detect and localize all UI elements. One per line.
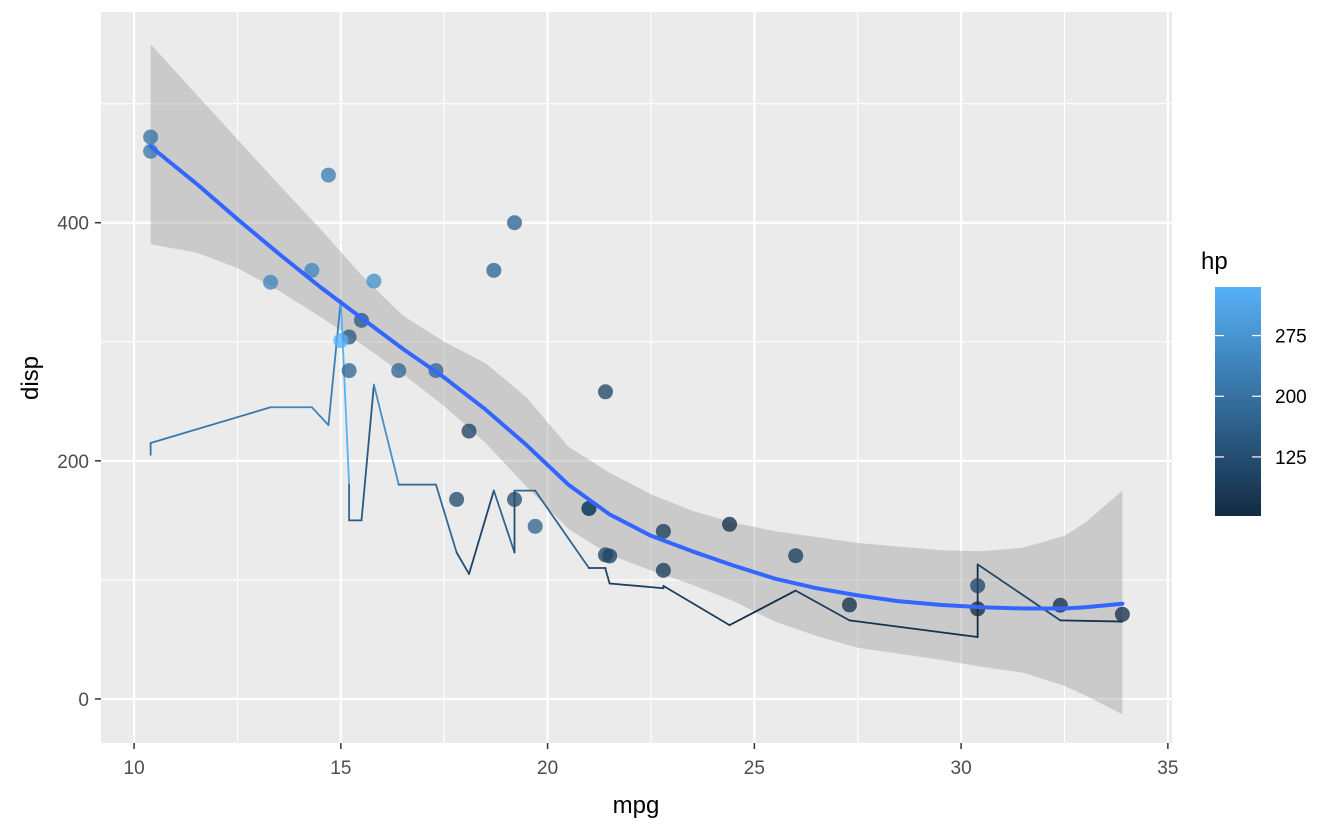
- y-axis: 0 200 400: [57, 214, 101, 711]
- y-tick-label: 200: [57, 452, 89, 473]
- plot-panel: [101, 12, 1172, 743]
- confidence-band-layer: [150, 44, 1123, 715]
- x-axis: 10 15 20 25 30 35: [124, 743, 1178, 779]
- data-point: [341, 363, 357, 379]
- hp-line-segment: [149, 406, 272, 444]
- hp-line-segment: [534, 489, 590, 569]
- hp-line-segment: [608, 582, 665, 590]
- data-point: [1114, 606, 1130, 622]
- legend-tick-label: 275: [1275, 327, 1307, 348]
- x-tick-label: 30: [951, 758, 972, 779]
- legend-colorbar: [1215, 287, 1261, 516]
- data-point: [507, 215, 523, 231]
- y-tick-label: 400: [57, 214, 89, 235]
- hp-line-layer: [149, 299, 1124, 638]
- data-point: [461, 423, 477, 439]
- hp-line-segment: [310, 406, 330, 427]
- hp-line-segment: [492, 489, 516, 554]
- data-point: [581, 500, 597, 516]
- legend-ticks: 125 200 275: [1215, 327, 1307, 469]
- smooth-line-layer: [148, 144, 1125, 611]
- hp-line-segment: [468, 489, 495, 575]
- hp-line-segment: [604, 568, 611, 585]
- y-tick-label: 0: [78, 690, 89, 711]
- data-point: [655, 523, 671, 539]
- hp-line-segment: [662, 584, 731, 627]
- hp-line-segment: [1059, 619, 1124, 623]
- data-point: [263, 274, 279, 290]
- legend-tick-label: 200: [1275, 387, 1307, 408]
- hp-line-segment: [976, 563, 1062, 622]
- y-axis-title: disp: [17, 356, 44, 400]
- data-point: [788, 548, 804, 564]
- hp-line-segment: [455, 551, 470, 575]
- x-tick-label: 25: [744, 758, 765, 779]
- hp-line-segment: [794, 589, 851, 622]
- data-point: [507, 491, 523, 507]
- data-point: [597, 384, 613, 400]
- data-point: [527, 518, 543, 534]
- hp-line-segment: [360, 383, 375, 522]
- hp-line-segment: [728, 589, 797, 627]
- hp-line-segment: [327, 299, 342, 427]
- hp-line-segment: [373, 383, 400, 486]
- x-tick-label: 10: [124, 758, 145, 779]
- hp-line-segment: [848, 619, 979, 638]
- data-point: [449, 491, 465, 507]
- data-point: [304, 262, 320, 278]
- data-point: [1052, 597, 1068, 613]
- x-tick-label: 20: [537, 758, 558, 779]
- data-point: [333, 333, 349, 349]
- hp-line-segment: [435, 483, 458, 554]
- x-tick-label: 15: [330, 758, 351, 779]
- data-point: [841, 597, 857, 613]
- data-point: [391, 363, 407, 379]
- data-point: [970, 578, 986, 594]
- x-tick-label: 35: [1157, 758, 1178, 779]
- data-point: [597, 547, 613, 563]
- confidence-band: [150, 44, 1123, 715]
- data-point: [143, 129, 159, 145]
- hp-line-segment: [339, 299, 351, 486]
- data-point: [655, 562, 671, 578]
- smooth-line: [148, 144, 1125, 611]
- legend: hp 125 200 275: [1201, 248, 1307, 516]
- data-point: [722, 516, 738, 532]
- legend-title: hp: [1201, 248, 1228, 275]
- x-axis-title: mpg: [613, 792, 660, 819]
- legend-tick-label: 125: [1275, 448, 1307, 469]
- data-point: [486, 262, 502, 278]
- grid-major: [101, 12, 1172, 743]
- data-point: [320, 167, 336, 183]
- data-point: [366, 273, 382, 289]
